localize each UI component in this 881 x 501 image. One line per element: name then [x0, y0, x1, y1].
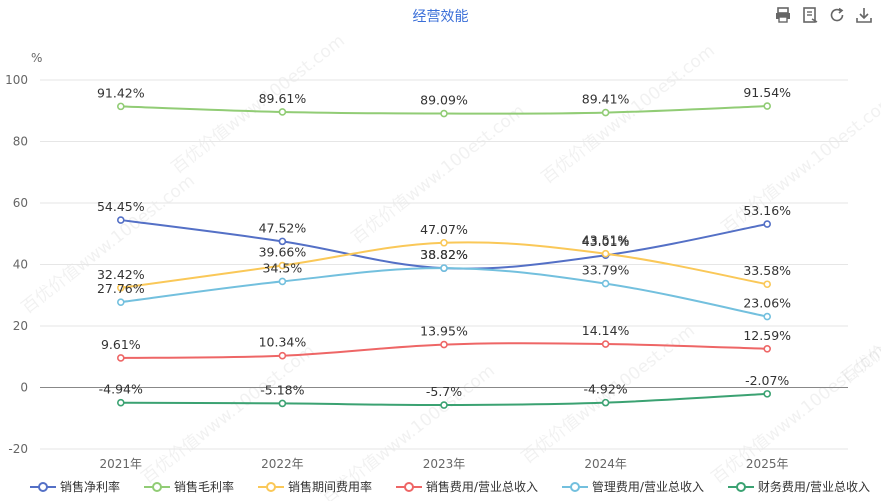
x-tick-label: 2024年	[584, 457, 627, 470]
refresh-icon[interactable]	[828, 6, 846, 24]
data-label: 34.5%	[263, 260, 303, 275]
legend-marker-icon	[561, 481, 588, 492]
data-point	[763, 220, 772, 228]
legend-marker-icon	[727, 481, 754, 492]
y-tick-label: 20	[13, 319, 28, 333]
data-label: 54.45%	[97, 199, 145, 214]
data-point	[278, 277, 287, 286]
x-tick-label: 2022年	[261, 457, 304, 470]
data-label: 9.61%	[101, 337, 141, 352]
data-label: 47.07%	[420, 222, 468, 237]
data-label: -5.18%	[260, 382, 304, 397]
data-label: 12.59%	[743, 328, 791, 343]
chart-title: 经营效能	[412, 9, 469, 25]
y-tick-label: 40	[13, 258, 28, 272]
legend-item[interactable]: 销售净利率	[30, 478, 120, 495]
y-tick-label: 60	[13, 196, 28, 210]
data-label: 89.09%	[420, 93, 468, 108]
legend-marker-icon	[30, 481, 56, 492]
data-point	[440, 238, 448, 247]
data-label: 43.51%	[582, 233, 630, 248]
data-point	[763, 390, 772, 398]
data-label: 39.66%	[259, 245, 307, 260]
data-point	[440, 109, 448, 118]
legend-item[interactable]: 管理费用/营业总收入	[561, 478, 704, 495]
data-label: 14.14%	[582, 323, 630, 338]
data-point	[278, 351, 287, 360]
y-tick-label: 0	[20, 381, 28, 395]
legend-label: 管理费用/营业总收入	[591, 480, 704, 494]
download-icon[interactable]	[855, 6, 873, 24]
data-label: 27.76%	[97, 281, 145, 296]
data-point	[278, 237, 287, 246]
legend-item[interactable]: 销售毛利率	[143, 478, 234, 495]
legend-label: 销售费用/营业总收入	[425, 480, 538, 494]
data-label: 89.61%	[259, 91, 307, 106]
data-point	[601, 249, 610, 258]
data-label: 91.42%	[97, 85, 145, 100]
data-label: 13.95%	[420, 324, 468, 339]
legend-item[interactable]: 销售期间费用率	[257, 478, 372, 495]
chart-legend: 销售净利率 销售毛利率 销售期间费用率 销售费用/营业总收入 管理费用/营业总收入 财务费…	[30, 478, 870, 495]
data-label: 47.52%	[259, 220, 307, 235]
data-point	[117, 298, 125, 306]
legend-label: 销售净利率	[60, 480, 121, 494]
data-label: 89.41%	[582, 92, 630, 107]
x-tick-label: 2025年	[746, 457, 789, 470]
print-icon[interactable]	[774, 6, 792, 24]
data-label: 38.82%	[420, 247, 468, 262]
data-point	[601, 340, 610, 348]
x-tick-label: 2021年	[100, 457, 143, 470]
data-point	[440, 264, 448, 272]
legend-label: 销售期间费用率	[287, 480, 372, 494]
data-point	[601, 108, 610, 117]
legend-marker-icon	[257, 481, 284, 492]
data-point	[601, 279, 610, 288]
data-point	[763, 312, 772, 321]
data-point	[278, 261, 287, 270]
data-point	[117, 216, 125, 224]
data-label: 33.58%	[743, 263, 791, 278]
data-point	[763, 102, 772, 110]
data-label: 33.79%	[582, 263, 630, 278]
data-view-icon[interactable]	[801, 6, 819, 24]
data-label: 91.54%	[743, 85, 791, 100]
y-tick-label: 100	[5, 73, 28, 87]
data-point	[440, 401, 448, 409]
y-tick-label: -20	[8, 442, 28, 456]
legend-label: 财务费用/营业总收入	[757, 480, 870, 494]
legend-marker-icon	[143, 481, 170, 492]
data-point	[601, 398, 610, 407]
line-chart: % -20 0 20 40 60 80 100 2021年 2022年 2023年 2024年 2025…	[5, 51, 848, 470]
data-point	[278, 108, 287, 116]
x-tick-label: 2023年	[423, 457, 466, 470]
data-label: 38.82%	[420, 247, 468, 262]
legend-item[interactable]: 财务费用/营业总收入	[727, 478, 870, 495]
data-label: -4.92%	[583, 382, 627, 397]
data-label: 10.34%	[259, 335, 307, 350]
legend-item[interactable]: 销售费用/营业总收入	[395, 478, 538, 495]
data-point	[117, 398, 125, 407]
data-point	[117, 284, 125, 292]
data-point	[117, 102, 125, 111]
data-point	[763, 280, 772, 289]
legend-marker-icon	[395, 481, 422, 492]
data-label: -4.94%	[99, 382, 143, 397]
data-point	[117, 354, 125, 362]
data-label: 32.42%	[97, 267, 145, 282]
data-label: 23.06%	[743, 296, 791, 311]
data-label: 53.16%	[743, 203, 791, 218]
legend-label: 销售毛利率	[173, 480, 234, 494]
y-tick-label: 80	[13, 135, 28, 149]
data-point	[440, 340, 448, 349]
y-axis-unit: %	[31, 51, 42, 65]
data-label: 43.01%	[582, 234, 630, 249]
data-label: -2.07%	[745, 373, 789, 388]
data-point	[278, 399, 287, 408]
chart-toolbar	[774, 6, 873, 24]
data-label: -5.7%	[426, 384, 462, 399]
data-point	[763, 344, 772, 353]
